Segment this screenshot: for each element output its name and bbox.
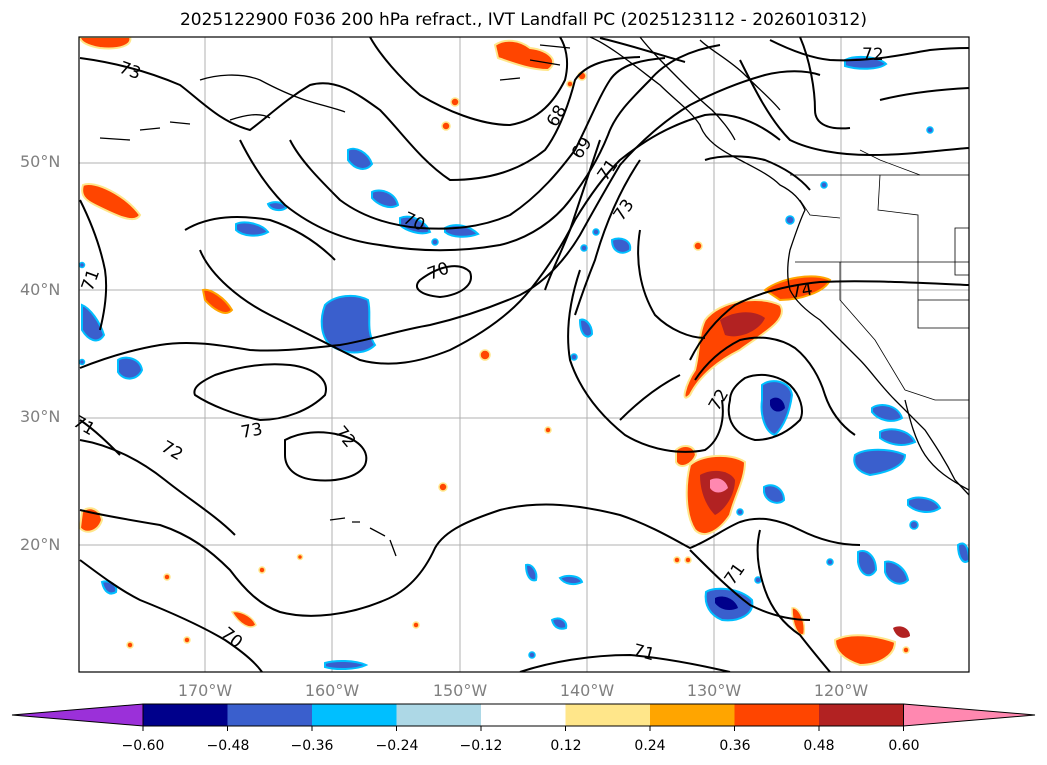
colorbar-segment [396,704,482,726]
map-background [79,37,969,672]
colorbar-segment [734,704,820,726]
lon-label-140w: 140°W [559,681,615,700]
colorbar-tick: −0.12 [459,738,503,754]
lat-label-50n: 50°N [20,152,61,171]
contour-label: 72 [862,45,884,65]
colorbar-extend-min [11,703,144,727]
map-title: 2025122900 F036 200 hPa refract., IVT La… [179,10,867,30]
colorbar-tick: −0.24 [375,738,419,754]
colorbar-segment [650,704,735,726]
colorbar-segment [312,704,397,726]
colorbar-tick: −0.48 [206,738,250,754]
contour-lines [79,37,969,672]
lon-label-150w: 150°W [432,681,488,700]
colorbar-tick: 0.60 [888,738,920,754]
map-frame [78,36,970,673]
lon-label-160w: 160°W [304,681,360,700]
colorbar-segment [819,704,904,726]
colorbar-segment [481,704,566,726]
lon-label-130w: 130°W [686,681,742,700]
lat-label-30n: 30°N [20,407,61,426]
colorbar-tick: 0.48 [803,738,835,754]
colorbar-tick: 0.24 [634,738,666,754]
lat-label-20n: 20°N [20,535,61,554]
lat-label-40n: 40°N [20,280,61,299]
colorbar-segment [565,704,651,726]
lon-label-120w: 120°W [813,681,869,700]
colorbar-tick: 0.36 [719,738,751,754]
colorbar-segment [143,704,228,726]
lon-label-170w: 170°W [177,681,233,700]
contour-label: 74 [789,279,814,302]
colorbar-extend-max [903,703,1036,727]
colorbar-tick: 0.12 [550,738,582,754]
colorbar-segment [227,704,313,726]
coastlines [99,37,969,557]
colorbar-tick: −0.36 [290,738,334,754]
colorbar-frame [142,703,904,727]
colorbar-tick: −0.60 [121,738,165,754]
contour-label: 73 [239,419,264,442]
negative-shading [79,55,969,671]
colorbar [11,703,1036,731]
positive-shading [79,37,910,667]
